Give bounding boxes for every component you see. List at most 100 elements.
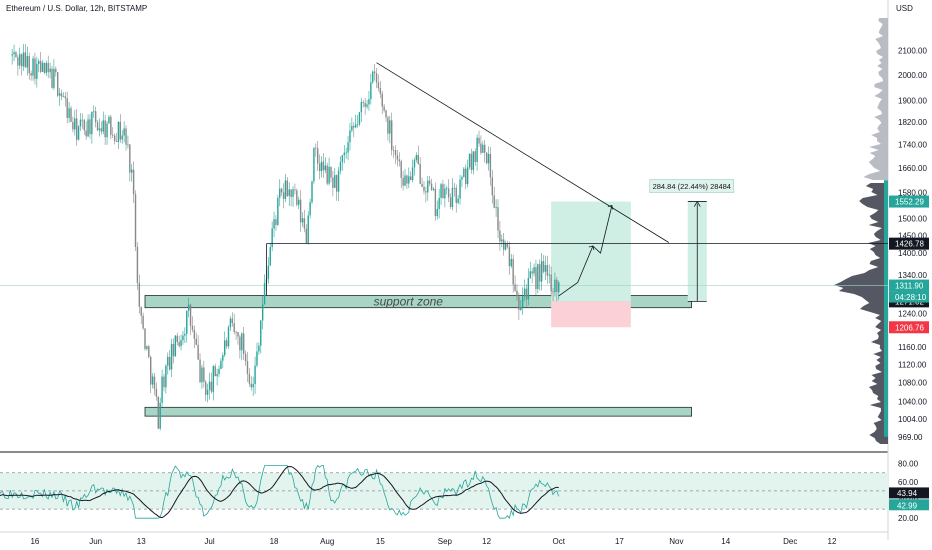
candle-196	[383, 106, 385, 111]
candle-165	[324, 165, 327, 171]
candle-107	[214, 366, 216, 377]
candle-160	[315, 147, 317, 149]
candle-242	[470, 153, 473, 170]
candle-88	[178, 341, 180, 347]
candle-25	[58, 93, 61, 96]
candle-259	[502, 239, 505, 250]
candle-272	[527, 277, 530, 300]
candle-263	[510, 258, 512, 267]
candle-126	[250, 383, 252, 388]
countdown-label: 04:28:10	[895, 293, 927, 302]
candle-6	[22, 52, 25, 67]
y-tick-label-16: 1820.00	[898, 118, 927, 127]
candle-220	[428, 180, 431, 184]
candle-266	[516, 290, 518, 297]
price-badge-label-1: 1426.78	[895, 240, 924, 249]
candle-10	[30, 73, 32, 76]
candle-184	[360, 102, 363, 113]
rsi-ma-label: 42.99	[897, 501, 918, 510]
candle-108	[216, 373, 218, 377]
candle-135	[267, 265, 270, 280]
rsi-tick-label-3: 80.00	[898, 460, 919, 469]
candle-281	[544, 265, 547, 272]
candle-60	[125, 128, 127, 145]
candle-157	[309, 202, 311, 216]
candle-131	[260, 320, 262, 346]
countdown-badge	[889, 291, 929, 303]
candle-111	[222, 355, 224, 361]
candle-152	[299, 199, 302, 223]
candle-141	[279, 188, 281, 198]
candle-189	[370, 82, 372, 100]
candle-20	[49, 68, 51, 73]
candle-18	[45, 62, 48, 73]
candle-5	[20, 54, 23, 67]
candle-57	[119, 121, 122, 140]
candle-84	[170, 344, 173, 370]
candle-68	[140, 306, 142, 316]
candle-39	[85, 130, 87, 137]
candle-197	[385, 110, 387, 118]
candle-212	[413, 159, 416, 168]
candle-40	[87, 119, 89, 137]
candle-193	[377, 82, 380, 89]
support-zone-label: support zone	[374, 295, 444, 309]
candle-164	[322, 161, 325, 171]
candle-194	[379, 88, 382, 94]
y-tick-label-5: 1160.00	[898, 343, 927, 352]
rsi-line	[0, 464, 560, 520]
x-tick-label-8: 12	[482, 537, 491, 546]
candle-267	[518, 296, 520, 310]
candle-19	[47, 62, 49, 73]
candle-1	[13, 52, 15, 55]
candle-109	[218, 368, 220, 374]
candle-123	[244, 353, 247, 362]
x-tick-label-10: 17	[615, 537, 624, 546]
candle-62	[129, 144, 131, 173]
candle-225	[438, 197, 440, 209]
candle-102	[205, 381, 207, 395]
candle-71	[146, 346, 148, 349]
candle-156	[307, 215, 309, 244]
candle-72	[148, 346, 150, 357]
candle-182	[356, 124, 359, 126]
y-tick-label-12: 1500.00	[898, 215, 927, 224]
candle-287	[556, 279, 558, 293]
candle-46	[98, 128, 101, 131]
measure-label: 284.84 (22.44%) 28484	[653, 182, 731, 191]
candle-50	[106, 123, 108, 138]
candle-97	[195, 338, 197, 345]
candle-178	[349, 130, 351, 143]
price-badge-label-0: 1552.29	[895, 198, 924, 207]
candle-235	[457, 198, 459, 203]
candle-31	[70, 108, 72, 122]
candle-61	[127, 144, 129, 146]
candle-99	[199, 359, 201, 383]
candle-170	[334, 175, 336, 188]
candle-276	[535, 267, 537, 289]
candle-228	[444, 188, 446, 199]
candle-121	[241, 333, 243, 351]
candle-32	[72, 121, 74, 130]
candle-11	[32, 58, 34, 76]
candle-79	[161, 376, 163, 403]
candle-59	[123, 128, 125, 136]
y-tick-label-10: 1400.00	[898, 249, 927, 258]
candle-137	[271, 228, 273, 248]
rsi-ma-line	[0, 465, 559, 519]
candle-213	[415, 154, 418, 160]
candle-66	[136, 246, 139, 283]
candle-237	[461, 176, 463, 180]
candle-283	[548, 274, 550, 276]
rsi-ma-badge	[889, 499, 929, 511]
x-tick-label-12: 14	[721, 537, 730, 546]
candle-202	[394, 150, 397, 156]
candle-7	[24, 52, 27, 68]
candle-94	[189, 304, 192, 326]
volume-profile-value-area	[884, 180, 888, 437]
candle-78	[159, 402, 161, 429]
candle-96	[193, 329, 196, 339]
candle-174	[341, 155, 344, 162]
y-tick-label-0: 969.00	[898, 433, 923, 442]
